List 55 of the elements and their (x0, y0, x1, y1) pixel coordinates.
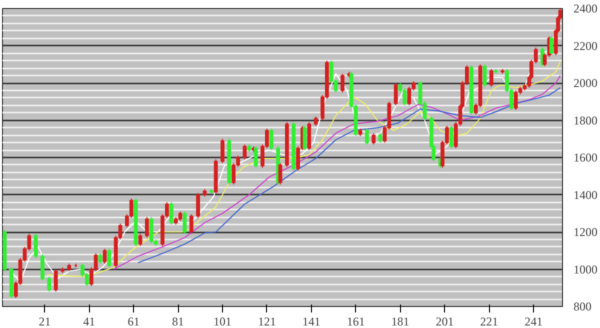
y-tick-label: 800 (574, 300, 592, 314)
x-tick-label: 161 (346, 314, 365, 328)
y-tick-label: 1800 (574, 113, 598, 128)
candlestick (196, 192, 200, 219)
candlestick (182, 211, 187, 234)
candlestick (340, 73, 344, 93)
candlestick (302, 125, 307, 151)
line-series (8, 22, 561, 283)
candlestick (220, 138, 224, 164)
candlestick (102, 248, 107, 264)
candlestick (107, 248, 112, 268)
candlestick (278, 162, 282, 186)
y-tick-label: 1000 (574, 262, 598, 276)
candlestick (145, 216, 149, 238)
candlestick (449, 125, 454, 149)
candlestick (489, 68, 494, 88)
candlestick (314, 116, 318, 126)
y-tick-label: 2000 (574, 76, 598, 90)
candlestick (242, 144, 247, 160)
candlestick (549, 36, 554, 56)
candlestick (407, 86, 412, 106)
candlestick (365, 128, 369, 145)
x-tick-label: 61 (128, 314, 140, 328)
candlestick (514, 90, 518, 111)
candlestick (98, 252, 102, 264)
candlestick (178, 211, 182, 222)
x-tick-label: 241 (524, 314, 543, 328)
x-tick-label: 201 (436, 314, 454, 328)
candlestick (54, 268, 58, 292)
candlestick (40, 254, 44, 281)
candlestick (138, 233, 142, 246)
y-tick-label: 1200 (574, 225, 598, 239)
x-tick-label: 21 (38, 314, 51, 328)
candlestick (372, 132, 376, 145)
candlestick (482, 64, 487, 88)
candlestick (169, 202, 174, 226)
y-tick-label: 2200 (574, 38, 598, 53)
candlestick (394, 82, 398, 106)
line-series (46, 61, 561, 278)
y-tick-label: 2400 (574, 2, 598, 16)
x-tick-label: 121 (258, 314, 276, 328)
candlestick (47, 276, 52, 292)
candlestick (189, 214, 194, 234)
y-tick-label: 1600 (574, 150, 598, 164)
x-tick-label: 181 (391, 314, 410, 328)
candlestick (378, 132, 382, 144)
x-tick-label: 101 (214, 314, 232, 328)
x-tick-label: 41 (83, 314, 96, 328)
x-tick-label: 81 (172, 314, 184, 328)
x-tick-label: 221 (480, 314, 498, 328)
candlestick (34, 233, 38, 259)
candlestick (402, 88, 407, 106)
y-tick-label: 1400 (574, 188, 598, 202)
candlestick (269, 128, 274, 151)
x-tick-label: 141 (302, 314, 320, 328)
